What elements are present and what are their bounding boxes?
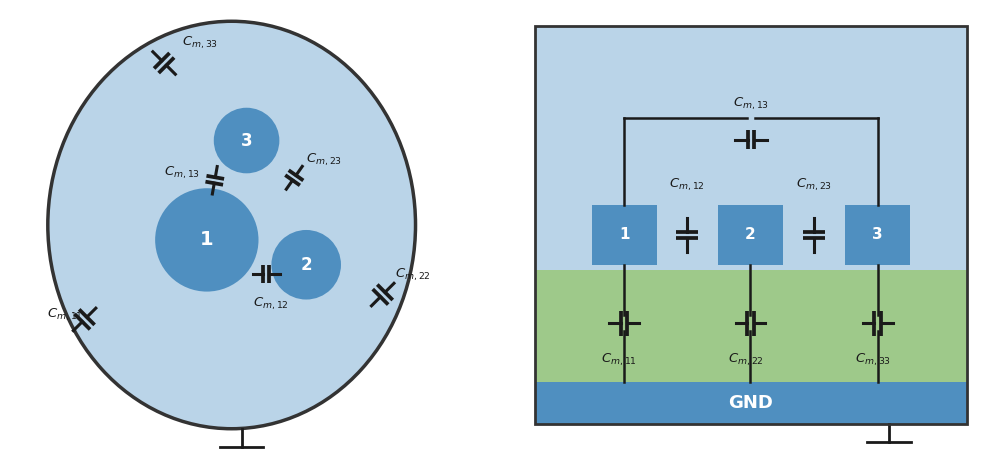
Bar — [845, 205, 910, 265]
Bar — [535, 270, 967, 424]
Circle shape — [271, 230, 341, 300]
Bar — [535, 26, 967, 424]
Ellipse shape — [48, 21, 416, 429]
Bar — [592, 205, 657, 265]
Text: $C_{m,33}$: $C_{m,33}$ — [182, 35, 218, 51]
Text: 1: 1 — [619, 227, 629, 243]
Text: GND: GND — [729, 394, 773, 412]
Text: $C_{m,22}$: $C_{m,22}$ — [395, 266, 431, 283]
Bar — [535, 382, 967, 424]
Text: $C_{m,11}$: $C_{m,11}$ — [47, 306, 83, 323]
Text: 3: 3 — [241, 131, 252, 149]
Text: $C_{m,11}$: $C_{m,11}$ — [601, 351, 637, 368]
Text: 1: 1 — [200, 230, 214, 249]
Text: $C_{m,13}$: $C_{m,13}$ — [733, 95, 769, 112]
Bar — [718, 205, 783, 265]
Text: 2: 2 — [300, 256, 312, 274]
Text: $C_{m,33}$: $C_{m,33}$ — [855, 351, 891, 368]
Text: $C_{m,12}$: $C_{m,12}$ — [669, 177, 705, 193]
Bar — [535, 26, 967, 424]
Text: $C_{m,13}$: $C_{m,13}$ — [164, 164, 200, 180]
Text: 2: 2 — [745, 227, 756, 243]
Circle shape — [155, 188, 258, 292]
Text: $C_{m,23}$: $C_{m,23}$ — [796, 177, 832, 193]
Text: $C_{m,23}$: $C_{m,23}$ — [306, 152, 342, 168]
Circle shape — [214, 108, 279, 173]
Text: $C_{m,12}$: $C_{m,12}$ — [253, 296, 289, 312]
Text: $C_{m,22}$: $C_{m,22}$ — [728, 351, 763, 368]
Text: 3: 3 — [872, 227, 883, 243]
